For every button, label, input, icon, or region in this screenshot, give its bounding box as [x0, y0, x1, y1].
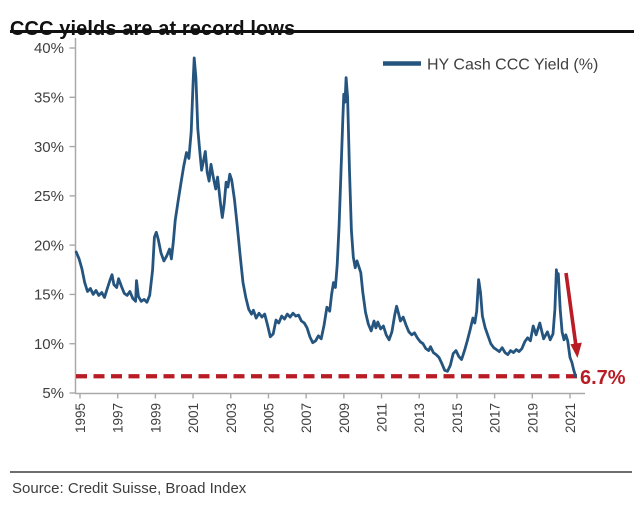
drop-arrow-shaft: [564, 272, 578, 345]
drop-arrow-head: [570, 342, 582, 358]
source-text: Source: Credit Suisse, Broad Index: [12, 480, 247, 497]
x-tick-label: 2003: [224, 403, 239, 433]
x-tick-label: 2021: [563, 403, 578, 433]
title-underline: [10, 30, 634, 33]
record-low-value-label: 6.7%: [580, 367, 626, 389]
y-tick-label: 25%: [34, 188, 64, 205]
x-tick-label: 2019: [525, 403, 540, 433]
x-tick-label: 2005: [261, 403, 276, 433]
y-tick-label: 20%: [34, 237, 64, 254]
drop-arrow: [564, 272, 582, 358]
y-axis-ticks: 40% 35% 30% 25% 20% 15% 10% 5%: [34, 40, 76, 402]
x-tick-label: 2011: [375, 403, 390, 432]
x-tick-label: 2015: [450, 403, 465, 433]
y-tick-label: 10%: [34, 336, 64, 353]
y-tick-label: 5%: [42, 385, 64, 402]
legend: HY Cash CCC Yield (%): [383, 57, 598, 74]
x-tick-label: 1997: [111, 403, 126, 433]
y-tick-label: 30%: [34, 139, 64, 156]
x-tick-label: 1995: [73, 403, 88, 433]
x-tick-label: 2001: [186, 403, 201, 433]
x-tick-label: 1999: [148, 403, 163, 433]
y-tick-label: 40%: [34, 40, 64, 57]
x-tick-label: 2017: [488, 403, 503, 433]
x-tick-label: 2013: [412, 403, 427, 433]
x-tick-label: 2009: [337, 403, 352, 433]
legend-label: HY Cash CCC Yield (%): [427, 57, 598, 74]
page-title: CCC yields are at record lows: [10, 18, 295, 41]
hy-ccc-yield-line: [74, 56, 577, 378]
source-divider: [10, 471, 632, 473]
x-tick-label: 2007: [299, 403, 314, 433]
y-tick-label: 35%: [34, 89, 64, 106]
y-tick-label: 15%: [34, 287, 64, 304]
x-axis-ticks: 1995 1997 1999 2001 2003 2005 2007 2009 2011 2013…: [73, 393, 578, 433]
